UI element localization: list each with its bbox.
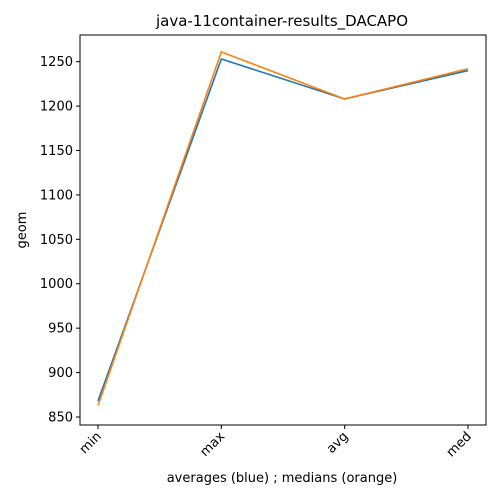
y-tick-label: 1050 bbox=[40, 233, 73, 248]
axis-ticks: 850 900 950 1000 1050 1100 1150 1200 1250 min max a… bbox=[40, 55, 475, 460]
chart-title: java-11container-results_DACAPO bbox=[155, 12, 408, 31]
y-tick-label: 850 bbox=[48, 411, 73, 426]
y-tick-label: 1100 bbox=[40, 188, 73, 203]
y-tick-label: 1150 bbox=[40, 144, 73, 159]
y-tick-label: 1000 bbox=[40, 277, 73, 292]
plot-area bbox=[79, 34, 487, 426]
x-tick-label: med bbox=[444, 429, 475, 460]
y-tick-label: 950 bbox=[48, 322, 73, 337]
series-line-2 bbox=[97, 50, 469, 406]
x-tick-label: min bbox=[77, 429, 105, 457]
series-line-1 bbox=[97, 57, 469, 402]
x-tick-label: avg bbox=[324, 429, 352, 457]
x-tick-label: max bbox=[198, 429, 229, 460]
x-axis-label: averages (blue) ; medians (orange) bbox=[167, 471, 398, 486]
series-lines bbox=[97, 50, 469, 406]
y-tick-label: 1250 bbox=[40, 55, 73, 70]
y-axis-label: geom bbox=[15, 212, 30, 249]
y-tick-label: 1200 bbox=[40, 100, 73, 115]
y-tick-label: 900 bbox=[48, 366, 73, 381]
